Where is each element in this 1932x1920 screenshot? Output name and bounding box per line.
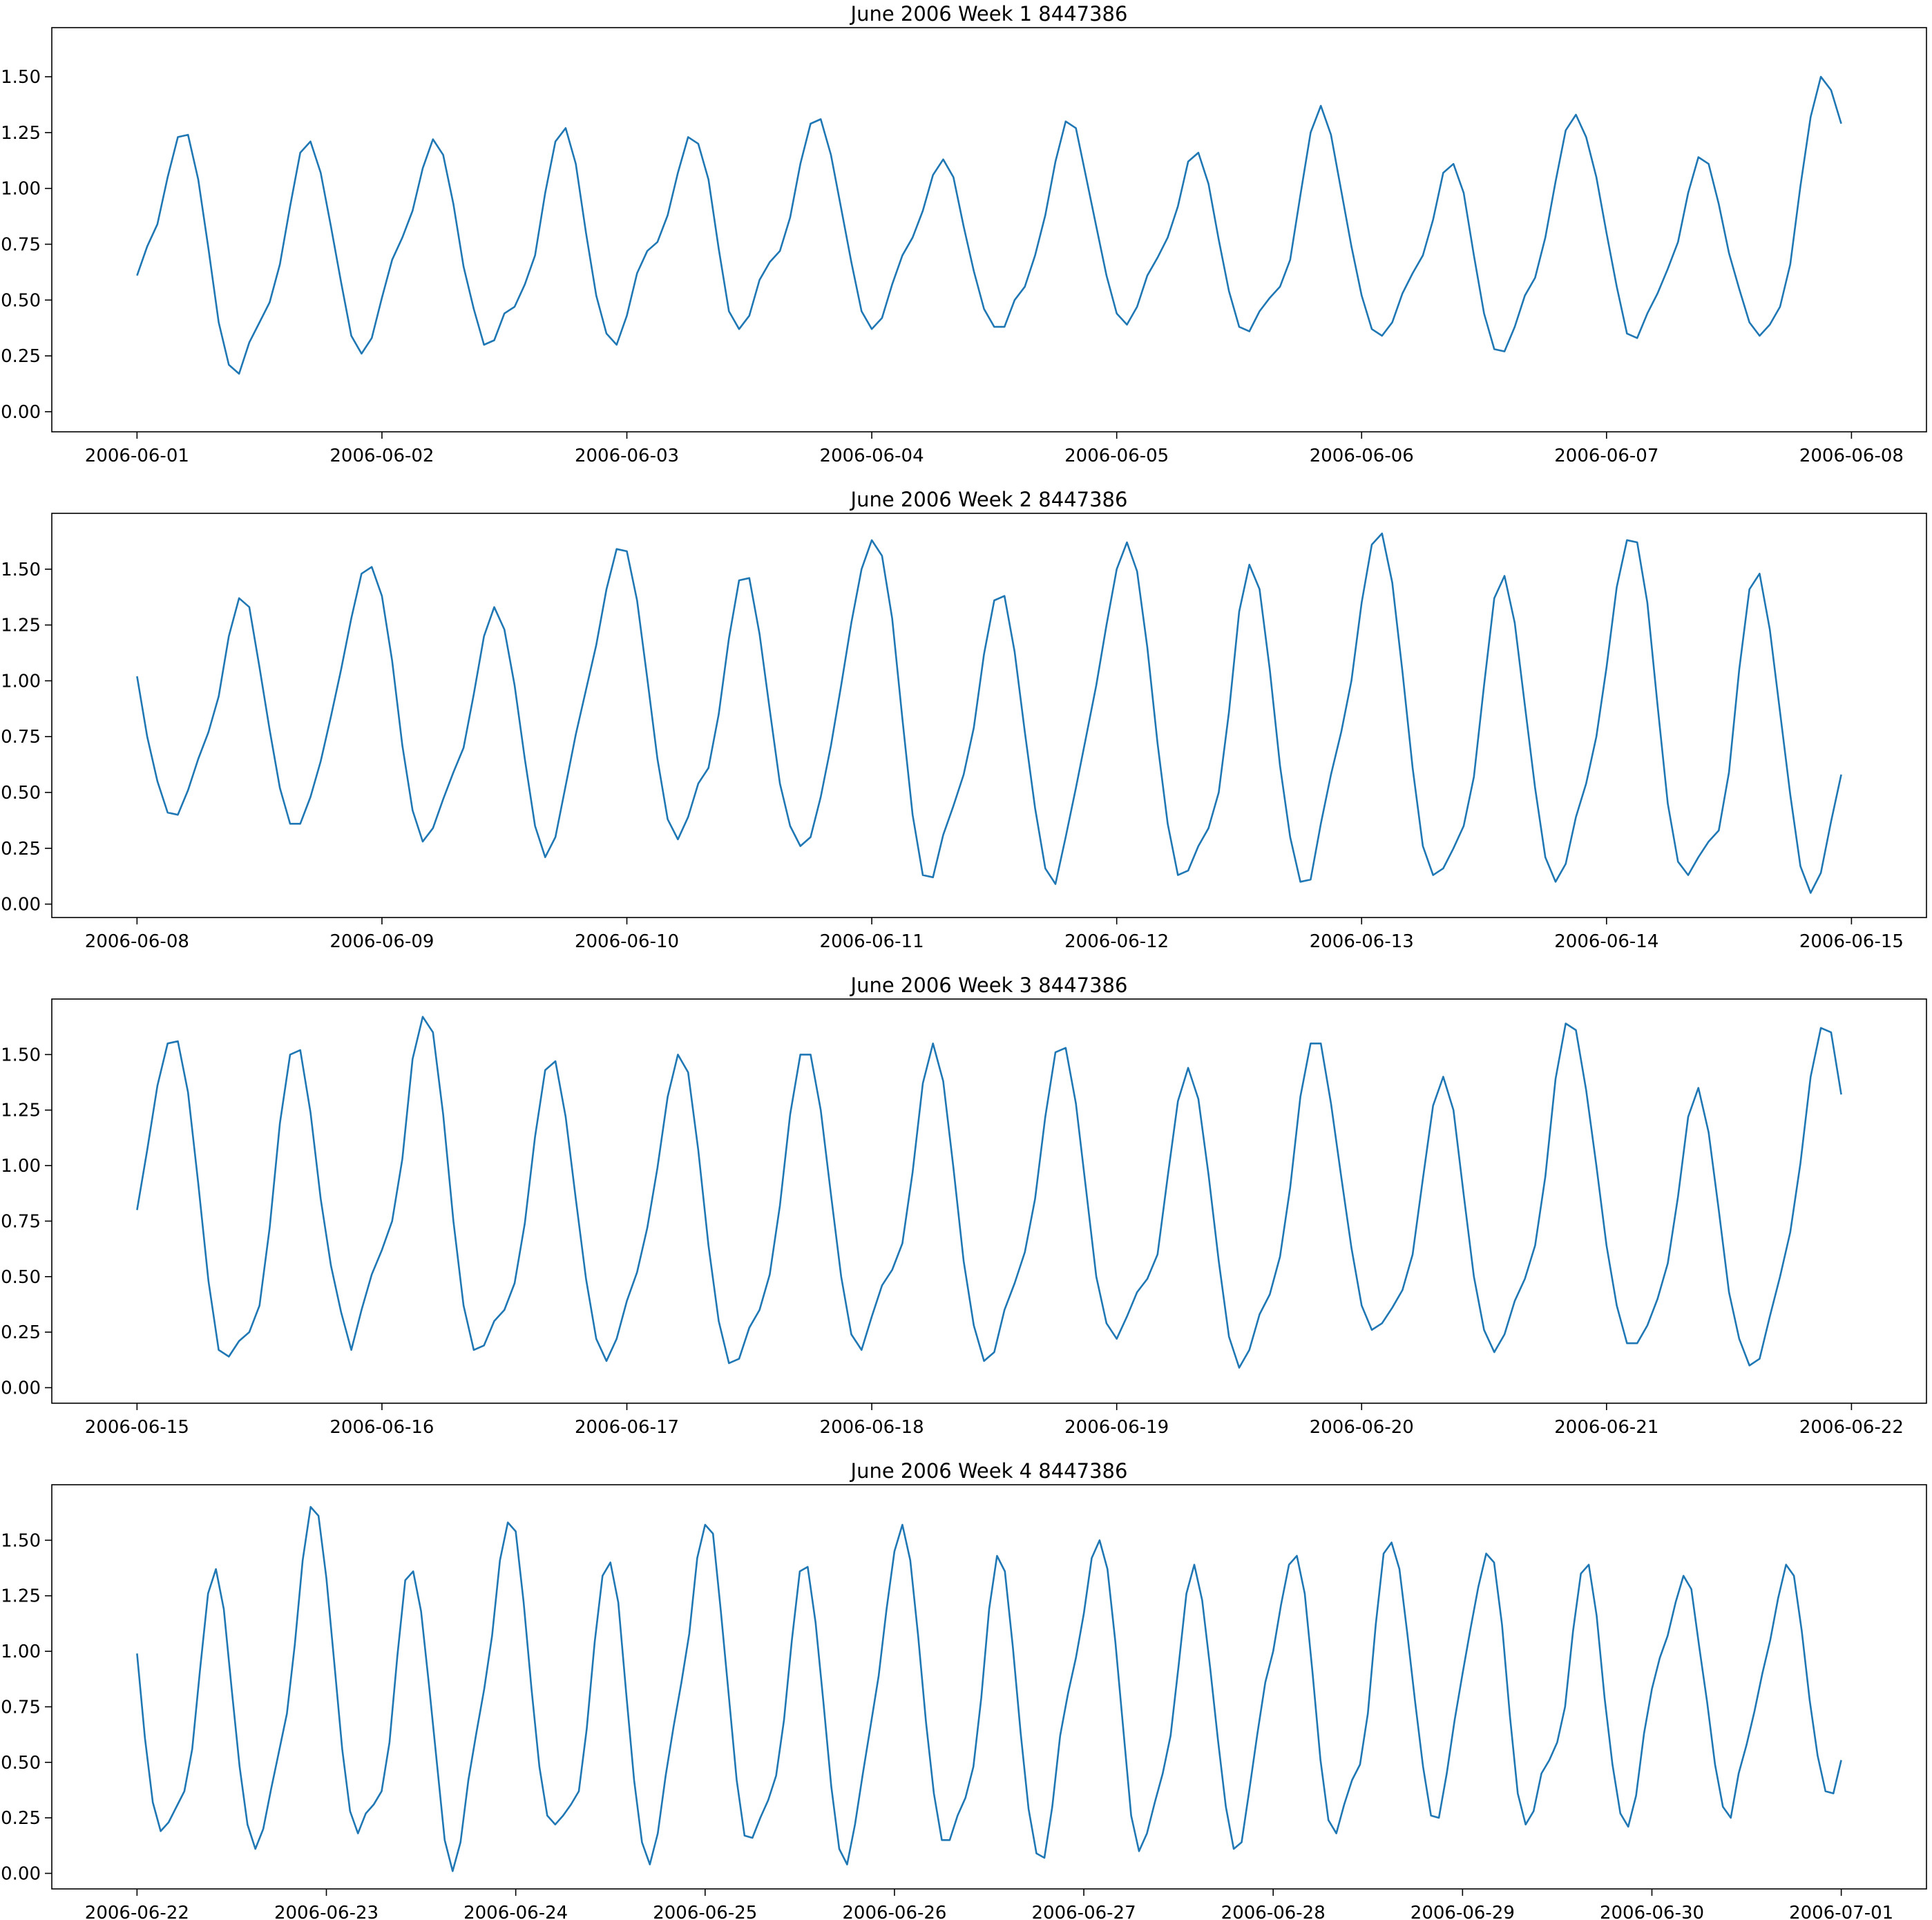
x-tick-label: 2006-06-14	[1554, 931, 1658, 952]
x-tick-label: 2006-06-02	[329, 446, 434, 466]
chart-panel: June 2006 Week 4 8447386 0.00 0.25 0.50 0.75…	[1, 1459, 1927, 1920]
x-tick-label: 2006-06-27	[1032, 1903, 1136, 1920]
x-tick-label: 2006-06-08	[1799, 446, 1904, 466]
y-tick-label: 0.00	[1, 402, 41, 423]
x-tick-label: 2006-06-15	[85, 1417, 189, 1438]
x-tick-label: 2006-06-30	[1600, 1903, 1704, 1920]
axes-frame	[51, 1484, 1927, 1890]
y-tick-label: 1.00	[1, 179, 41, 200]
y-tick-label: 0.75	[1, 235, 41, 256]
series-line	[136, 532, 1842, 894]
x-tick-label: 2006-06-26	[842, 1903, 946, 1920]
x-tick-label: 2006-06-05	[1064, 446, 1169, 466]
y-tick-label: 0.00	[1, 1864, 41, 1885]
x-tick-label: 2006-06-17	[575, 1417, 679, 1438]
axes-frame	[51, 513, 1927, 918]
chart-panel: June 2006 Week 2 8447386 0.00 0.25 0.50 0.75…	[1, 488, 1927, 952]
y-tick-label: 0.50	[1, 290, 41, 311]
y-tick-label: 1.00	[1, 1156, 41, 1177]
x-tick-label: 2006-06-22	[1799, 1417, 1904, 1438]
y-tick-label: 1.00	[1, 671, 41, 692]
axes-frame	[51, 998, 1927, 1404]
y-tick-label: 0.75	[1, 727, 41, 748]
x-tick-label: 2006-07-01	[1789, 1903, 1893, 1920]
y-tick-label: 0.75	[1, 1211, 41, 1232]
chart-title: June 2006 Week 4 8447386	[850, 1459, 1128, 1483]
y-tick-label: 1.25	[1, 1101, 41, 1121]
series-line	[136, 1016, 1842, 1369]
x-tick-label: 2006-06-08	[85, 931, 189, 952]
x-tick-label: 2006-06-15	[1799, 931, 1904, 952]
y-tick-label: 1.50	[1, 67, 41, 88]
y-tick-label: 1.50	[1, 1530, 41, 1551]
x-tick-label: 2006-06-09	[329, 931, 434, 952]
y-tick-label: 1.25	[1, 1586, 41, 1607]
y-tick-label: 0.00	[1, 895, 41, 915]
y-tick-label: 1.50	[1, 560, 41, 580]
series-line	[136, 1505, 1842, 1872]
chart-panel: June 2006 Week 3 8447386 0.00 0.25 0.50 0.75…	[1, 973, 1927, 1438]
x-tick-label: 2006-06-23	[274, 1903, 379, 1920]
x-tick-label: 2006-06-10	[575, 931, 679, 952]
chart-title: June 2006 Week 3 8447386	[850, 973, 1128, 997]
x-tick-label: 2006-06-24	[463, 1903, 568, 1920]
x-tick-label: 2006-06-01	[85, 446, 189, 466]
x-tick-label: 2006-06-19	[1064, 1417, 1169, 1438]
x-tick-label: 2006-06-18	[820, 1417, 924, 1438]
x-tick-label: 2006-06-11	[820, 931, 924, 952]
y-tick-label: 0.25	[1, 1322, 41, 1343]
x-tick-label: 2006-06-28	[1221, 1903, 1326, 1920]
y-tick-label: 0.25	[1, 346, 41, 367]
series-line	[136, 75, 1842, 375]
axes-frame	[51, 27, 1927, 433]
x-tick-label: 2006-06-21	[1554, 1417, 1658, 1438]
chart-title: June 2006 Week 1 8447386	[850, 2, 1128, 26]
x-tick-label: 2006-06-03	[575, 446, 679, 466]
x-tick-label: 2006-06-12	[1064, 931, 1169, 952]
x-tick-label: 2006-06-20	[1310, 1417, 1414, 1438]
y-tick-label: 0.50	[1, 1267, 41, 1288]
y-tick-label: 1.50	[1, 1045, 41, 1065]
y-tick-label: 0.50	[1, 783, 41, 804]
x-tick-label: 2006-06-06	[1310, 446, 1414, 466]
y-tick-label: 1.25	[1, 616, 41, 636]
x-tick-label: 2006-06-22	[85, 1903, 189, 1920]
y-tick-label: 0.50	[1, 1753, 41, 1774]
y-tick-label: 0.25	[1, 1808, 41, 1829]
x-tick-label: 2006-06-13	[1310, 931, 1414, 952]
x-tick-label: 2006-06-29	[1410, 1903, 1515, 1920]
x-tick-label: 2006-06-07	[1554, 446, 1658, 466]
chart-panel: June 2006 Week 1 8447386 0.00 0.25 0.50 0.75…	[1, 2, 1927, 466]
y-tick-label: 0.25	[1, 839, 41, 859]
y-tick-label: 1.00	[1, 1642, 41, 1662]
x-tick-label: 2006-06-16	[329, 1417, 434, 1438]
y-tick-label: 0.00	[1, 1378, 41, 1399]
chart-title: June 2006 Week 2 8447386	[850, 488, 1128, 511]
x-tick-label: 2006-06-25	[653, 1903, 757, 1920]
y-tick-label: 1.25	[1, 123, 41, 144]
x-tick-label: 2006-06-04	[820, 446, 924, 466]
y-tick-label: 0.75	[1, 1697, 41, 1718]
